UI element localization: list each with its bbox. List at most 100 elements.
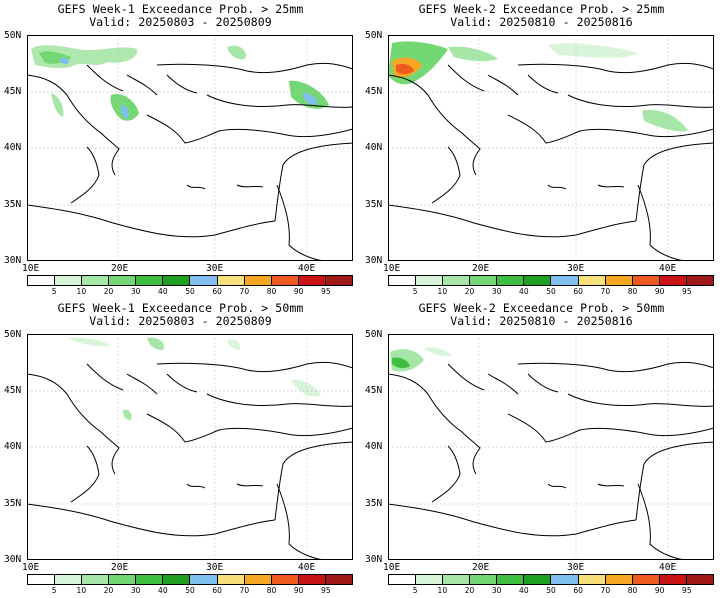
lat-label-45: 45N [365,385,383,396]
colorbar-label: 90 [654,586,665,595]
colorbar-swatch [55,575,83,584]
colorbar-swatch [497,276,525,285]
colorbar-label: 5 [412,586,418,595]
panel-title: GEFS Week-2 Exceedance Prob. > 50mm [418,301,665,315]
colorbar-label: 5 [412,287,418,296]
lat-label-35: 35N [365,199,383,210]
colorbar-swatch [605,276,633,285]
colorbar-label: 60 [573,586,583,595]
colorbar-swatch [443,276,471,285]
lon-label-40: 40E [298,562,316,573]
coastlines-borders [27,361,353,560]
lon-label-20: 20E [472,562,490,573]
lat-label-40: 40N [365,441,383,452]
colorbar-swatch [136,276,164,285]
colorbar-label: 95 [682,586,692,595]
colorbar-label: 20 [464,287,475,296]
lon-label-30: 30E [567,263,585,274]
colorbar-swatch [659,575,687,584]
colorbar-label: 70 [239,287,250,296]
colorbar-swatch [271,575,299,584]
colorbar-label: 10 [76,287,87,296]
lon-label-10: 10E [383,263,401,274]
lat-label-30: 30N [4,554,22,565]
lat-label-50: 50N [4,329,22,340]
lat-label-35: 35N [4,498,22,509]
map [27,35,353,261]
colorbar-swatch [28,575,56,584]
colorbar [27,275,353,286]
panel-title: GEFS Week-1 Exceedance Prob. > 50mm [57,301,304,315]
colorbar [388,574,714,585]
colorbar-swatch [244,276,272,285]
colorbar-swatch [82,575,110,584]
colorbar-label: 30 [130,586,141,595]
graticule [388,334,714,560]
colorbar-label: 5 [51,586,57,595]
colorbar-label: 10 [437,586,448,595]
colorbar-label: 40 [519,287,529,296]
lon-label-40: 40E [659,562,677,573]
colorbar-label: 90 [293,586,304,595]
precip-shading [31,45,329,121]
lat-label-40: 40N [4,441,22,452]
colorbar-label: 20 [103,287,114,296]
lat-label-45: 45N [365,86,383,97]
lon-label-20: 20E [472,263,490,274]
panel-title: GEFS Week-1 Exceedance Prob. > 25mm [57,2,304,16]
lat-label-50: 50N [365,329,383,340]
colorbar-swatch [578,276,606,285]
lat-label-30: 30N [365,554,383,565]
colorbar-label: 70 [600,287,611,296]
colorbar-label: 80 [627,586,638,595]
coastlines-borders [388,62,714,261]
colorbar-label: 30 [491,287,502,296]
lat-label-40: 40N [4,142,22,153]
panel-valid-dates: Valid: 20250810 - 20250816 [450,15,633,29]
map [27,334,353,560]
lon-label-10: 10E [383,562,401,573]
colorbar-swatch [298,276,326,285]
colorbar-label: 60 [573,287,583,296]
colorbar-swatch [578,575,606,584]
colorbar-swatch [55,276,83,285]
colorbar-label: 95 [321,287,331,296]
lat-label-30: 30N [365,255,383,266]
colorbar-label: 20 [103,586,114,595]
colorbar-label: 70 [600,586,611,595]
colorbar [388,275,714,286]
panel-week1-25mm: GEFS Week-1 Exceedance Prob. > 25mm Vali… [0,0,361,299]
graticule [27,334,353,560]
colorbar-swatch [632,575,660,584]
colorbar-swatch [686,276,713,285]
precip-shading [390,347,452,372]
map [388,35,714,261]
graticule [27,35,353,261]
lat-label-35: 35N [4,199,22,210]
map [388,334,714,560]
colorbar-label: 30 [491,586,502,595]
colorbar-label: 70 [239,586,250,595]
panel-valid-dates: Valid: 20250810 - 20250816 [450,314,633,328]
colorbar-swatch [109,276,137,285]
colorbar-swatch [136,575,164,584]
lon-label-20: 20E [111,562,129,573]
panel-week2-50mm: GEFS Week-2 Exceedance Prob. > 50mm Vali… [361,299,722,598]
colorbar-swatch [605,575,633,584]
colorbar-swatch [190,575,218,584]
colorbar-label: 90 [654,287,665,296]
lon-label-30: 30E [206,263,224,274]
colorbar-swatch [325,575,352,584]
lat-label-40: 40N [365,142,383,153]
colorbar-swatch [217,276,245,285]
colorbar-label: 10 [437,287,448,296]
colorbar-swatch [524,575,552,584]
lat-label-50: 50N [4,30,22,41]
lat-label-45: 45N [4,385,22,396]
lat-label-35: 35N [365,498,383,509]
precip-shading [67,337,321,420]
colorbar-label: 95 [682,287,692,296]
graticule [388,35,714,261]
colorbar-label: 60 [212,586,222,595]
panel-title: GEFS Week-2 Exceedance Prob. > 25mm [418,2,665,16]
